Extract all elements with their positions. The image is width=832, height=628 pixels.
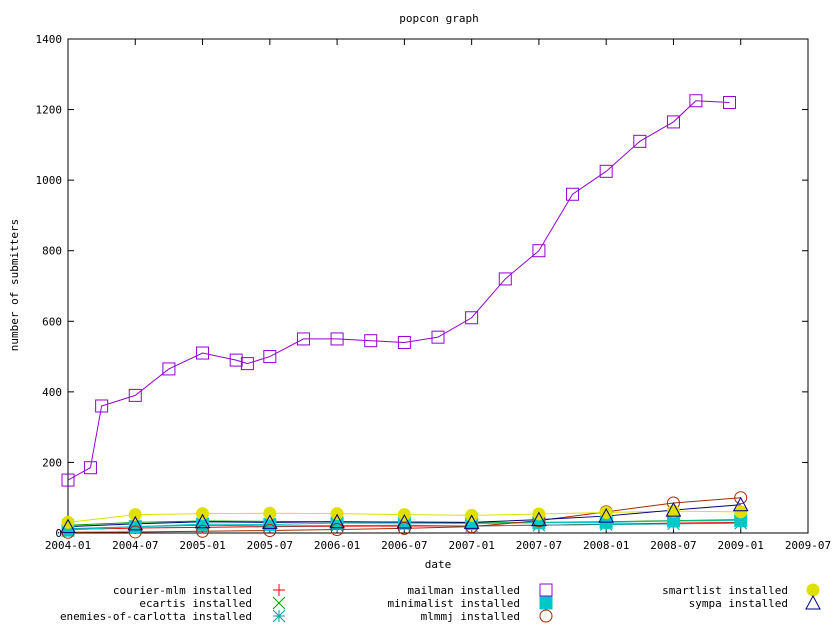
legend-marker (539, 596, 553, 610)
data-point (61, 473, 75, 487)
x-tick-label: 2009-07 (785, 539, 831, 552)
data-point (330, 332, 344, 346)
y-tick-label: 1400 (36, 33, 63, 46)
plot-frame (67, 38, 809, 534)
legend-marker (273, 584, 285, 596)
legend-label: minimalist installed (388, 597, 520, 610)
data-point (397, 335, 411, 349)
data-point (60, 518, 76, 534)
data-point (83, 461, 97, 475)
x-tick-label: 2009-01 (718, 539, 764, 552)
x-tick-label: 2005-01 (179, 539, 225, 552)
y-tick-label: 0 (55, 527, 62, 540)
data-point (498, 272, 512, 286)
y-tick-label: 1200 (36, 104, 63, 117)
data-point (128, 388, 142, 402)
data-point (396, 514, 413, 529)
x-tick-label: 2007-07 (516, 539, 562, 552)
data-point (261, 514, 278, 529)
data-point (229, 353, 243, 367)
data-point (723, 96, 737, 110)
x-ticks: 2004-01 2004-07 2005-01 2005-07 2006-01 2006-… (45, 39, 831, 552)
x-tick-label: 2004-01 (45, 539, 91, 552)
data-point (666, 115, 680, 129)
y-tick-label: 800 (42, 245, 62, 258)
y-tick-label: 600 (42, 315, 62, 328)
y-tick-label: 200 (42, 456, 62, 469)
y-tick-label: 400 (42, 386, 62, 399)
series-line (67, 100, 730, 481)
data-point (364, 334, 378, 348)
data-point (532, 507, 546, 521)
data-point (128, 508, 142, 522)
legend-marker (539, 583, 553, 597)
data-point (598, 508, 615, 523)
data-point (531, 511, 547, 527)
data-point (431, 330, 445, 344)
data-point (330, 522, 344, 536)
legend-marker (272, 596, 286, 610)
data-point (732, 496, 749, 512)
legend-label: sympa installed (689, 597, 788, 610)
data-point (734, 491, 748, 505)
y-ticks: 0 200 400 600 800 1000 1200 1400 (36, 33, 808, 540)
x-tick-label: 2006-01 (314, 539, 360, 552)
data-point (463, 514, 480, 529)
data-point (95, 399, 109, 413)
data-point (665, 502, 682, 517)
data-point (196, 346, 210, 360)
data-point (127, 515, 144, 531)
legend-label: mlmmj installed (421, 610, 520, 623)
data-point (633, 134, 647, 148)
legend-label: enemies-of-carlotta installed (60, 610, 252, 623)
x-tick-label: 2008-01 (583, 539, 629, 552)
series-lines (67, 100, 741, 533)
data-point (128, 520, 142, 534)
data-point (330, 507, 344, 521)
data-point (566, 187, 580, 201)
data-point (465, 311, 479, 325)
legend-label: smartlist installed (662, 584, 788, 597)
data-point (689, 94, 703, 108)
legend-label: ecartis installed (139, 597, 252, 610)
legend-label: courier-mlm installed (113, 584, 252, 597)
data-point (599, 164, 613, 178)
data-point (329, 513, 345, 529)
data-point (263, 350, 277, 364)
x-tick-label: 2004-07 (112, 539, 158, 552)
x-tick-label: 2008-07 (650, 539, 696, 552)
legend-marker (272, 609, 286, 623)
legend-marker (539, 609, 553, 623)
data-point (128, 525, 142, 539)
chart-title: popcon graph (399, 12, 478, 25)
y-axis-label: number of submitters (8, 219, 21, 351)
x-axis-label: date (425, 558, 452, 571)
data-point (196, 524, 210, 538)
data-point (532, 244, 546, 258)
data-point (196, 507, 210, 521)
series-markers (60, 94, 749, 539)
x-tick-label: 2007-01 (448, 539, 494, 552)
data-point (162, 362, 176, 376)
x-tick-label: 2006-07 (381, 539, 427, 552)
legend-marker (805, 594, 821, 610)
data-point (263, 524, 277, 538)
data-point (194, 513, 211, 529)
legend-label: mailman installed (407, 584, 520, 597)
data-point (263, 506, 277, 520)
x-tick-label: 2005-07 (247, 539, 293, 552)
y-tick-label: 1000 (36, 174, 63, 187)
data-point (734, 505, 748, 519)
data-point (296, 332, 310, 346)
data-point (240, 357, 254, 371)
legend-marker (806, 583, 820, 597)
